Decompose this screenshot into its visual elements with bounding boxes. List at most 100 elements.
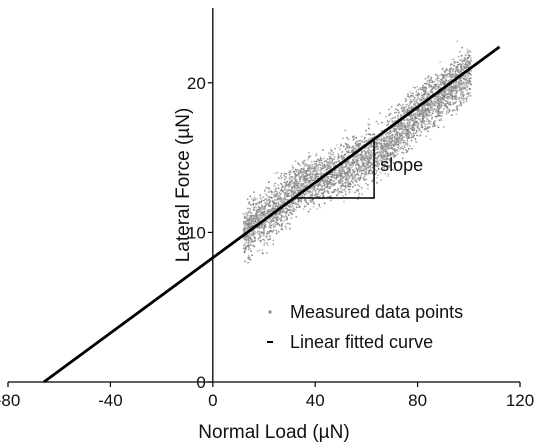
scatter-point [318, 188, 320, 191]
scatter-point [409, 115, 411, 118]
scatter-point [420, 126, 422, 129]
scatter-point [358, 185, 361, 188]
scatter-point [430, 85, 432, 88]
scatter-point [416, 86, 418, 88]
scatter-point [393, 154, 395, 157]
scatter-point [290, 180, 293, 183]
scatter-point [431, 81, 433, 84]
scatter-point [313, 185, 316, 188]
scatter-point [266, 219, 269, 222]
scatter-point [345, 143, 347, 145]
scatter-point [280, 172, 283, 175]
scatter-point [308, 155, 310, 158]
scatter-point [417, 92, 420, 95]
scatter-point [461, 46, 464, 49]
scatter-point [454, 61, 457, 63]
scatter-point [297, 198, 300, 201]
scatter-point [435, 78, 438, 81]
scatter-point [328, 155, 331, 158]
scatter-point [363, 149, 366, 152]
scatter-point [344, 153, 346, 156]
scatter-point [257, 216, 260, 219]
scatter-point [347, 147, 350, 149]
scatter-point [340, 156, 343, 159]
scatter-point [356, 168, 358, 171]
scatter-point [408, 127, 410, 130]
scatter-point [244, 217, 246, 219]
scatter-point [454, 102, 456, 104]
scatter-point [294, 185, 297, 188]
scatter-point [356, 178, 359, 180]
scatter-point [308, 166, 311, 169]
scatter-point [388, 120, 391, 123]
scatter-point [257, 219, 260, 222]
scatter-point [456, 61, 459, 64]
scatter-point [341, 189, 344, 192]
scatter-point [401, 110, 404, 112]
scatter-point [467, 60, 470, 63]
scatter-point [287, 222, 289, 225]
scatter-point [397, 116, 399, 119]
scatter-point [343, 170, 346, 173]
scatter-point [389, 135, 392, 138]
scatter-point [326, 158, 329, 161]
scatter-point [385, 136, 388, 139]
scatter-point [464, 75, 467, 77]
scatter-point [345, 172, 347, 175]
scatter-point [384, 172, 386, 175]
scatter-point [272, 207, 275, 210]
scatter-point [448, 75, 451, 78]
scatter-point [359, 155, 361, 158]
scatter-point [385, 152, 388, 155]
scatter-point [272, 229, 275, 232]
scatter-point [376, 147, 379, 150]
scatter-point [455, 68, 457, 71]
scatter-point [447, 111, 450, 114]
scatter-point [258, 225, 261, 228]
scatter-point [404, 109, 407, 111]
scatter-point [464, 54, 467, 56]
scatter-point [258, 233, 261, 236]
scatter-point [318, 159, 321, 162]
scatter-point [277, 230, 280, 233]
scatter-point [298, 172, 301, 174]
scatter-point [255, 214, 257, 216]
scatter-point [308, 189, 311, 192]
scatter-point [356, 170, 359, 173]
scatter-point [378, 163, 381, 165]
scatter-point [348, 191, 351, 193]
scatter-point [349, 162, 352, 165]
scatter-point [414, 138, 417, 140]
scatter-point [450, 77, 452, 79]
scatter-point [247, 225, 250, 228]
scatter-point [273, 202, 276, 205]
scatter-point [462, 91, 464, 94]
scatter-point [263, 205, 266, 208]
scatter-point [280, 177, 283, 180]
scatter-point [275, 205, 278, 208]
scatter-point [392, 153, 395, 155]
legend-label-fitted: Linear fitted curve [290, 332, 433, 352]
scatter-point [375, 120, 378, 123]
scatter-point [263, 207, 265, 210]
scatter-point [364, 178, 366, 181]
scatter-point [415, 101, 418, 104]
scatter-point [465, 97, 468, 100]
scatter-point [377, 174, 379, 177]
scatter-point [367, 159, 370, 162]
scatter-point [440, 92, 442, 95]
scatter-point [423, 104, 426, 107]
scatter-point [457, 55, 460, 58]
scatter-point [427, 82, 430, 85]
scatter-point [267, 244, 269, 247]
scatter-point [424, 92, 427, 94]
scatter-point [253, 236, 256, 239]
scatter-point [313, 187, 316, 190]
scatter-point [461, 58, 463, 61]
scatter-point [398, 128, 401, 131]
scatter-point [296, 189, 299, 192]
scatter-point [329, 199, 332, 202]
scatter-point [319, 168, 322, 171]
scatter-point [266, 230, 269, 233]
scatter-point [425, 120, 428, 123]
